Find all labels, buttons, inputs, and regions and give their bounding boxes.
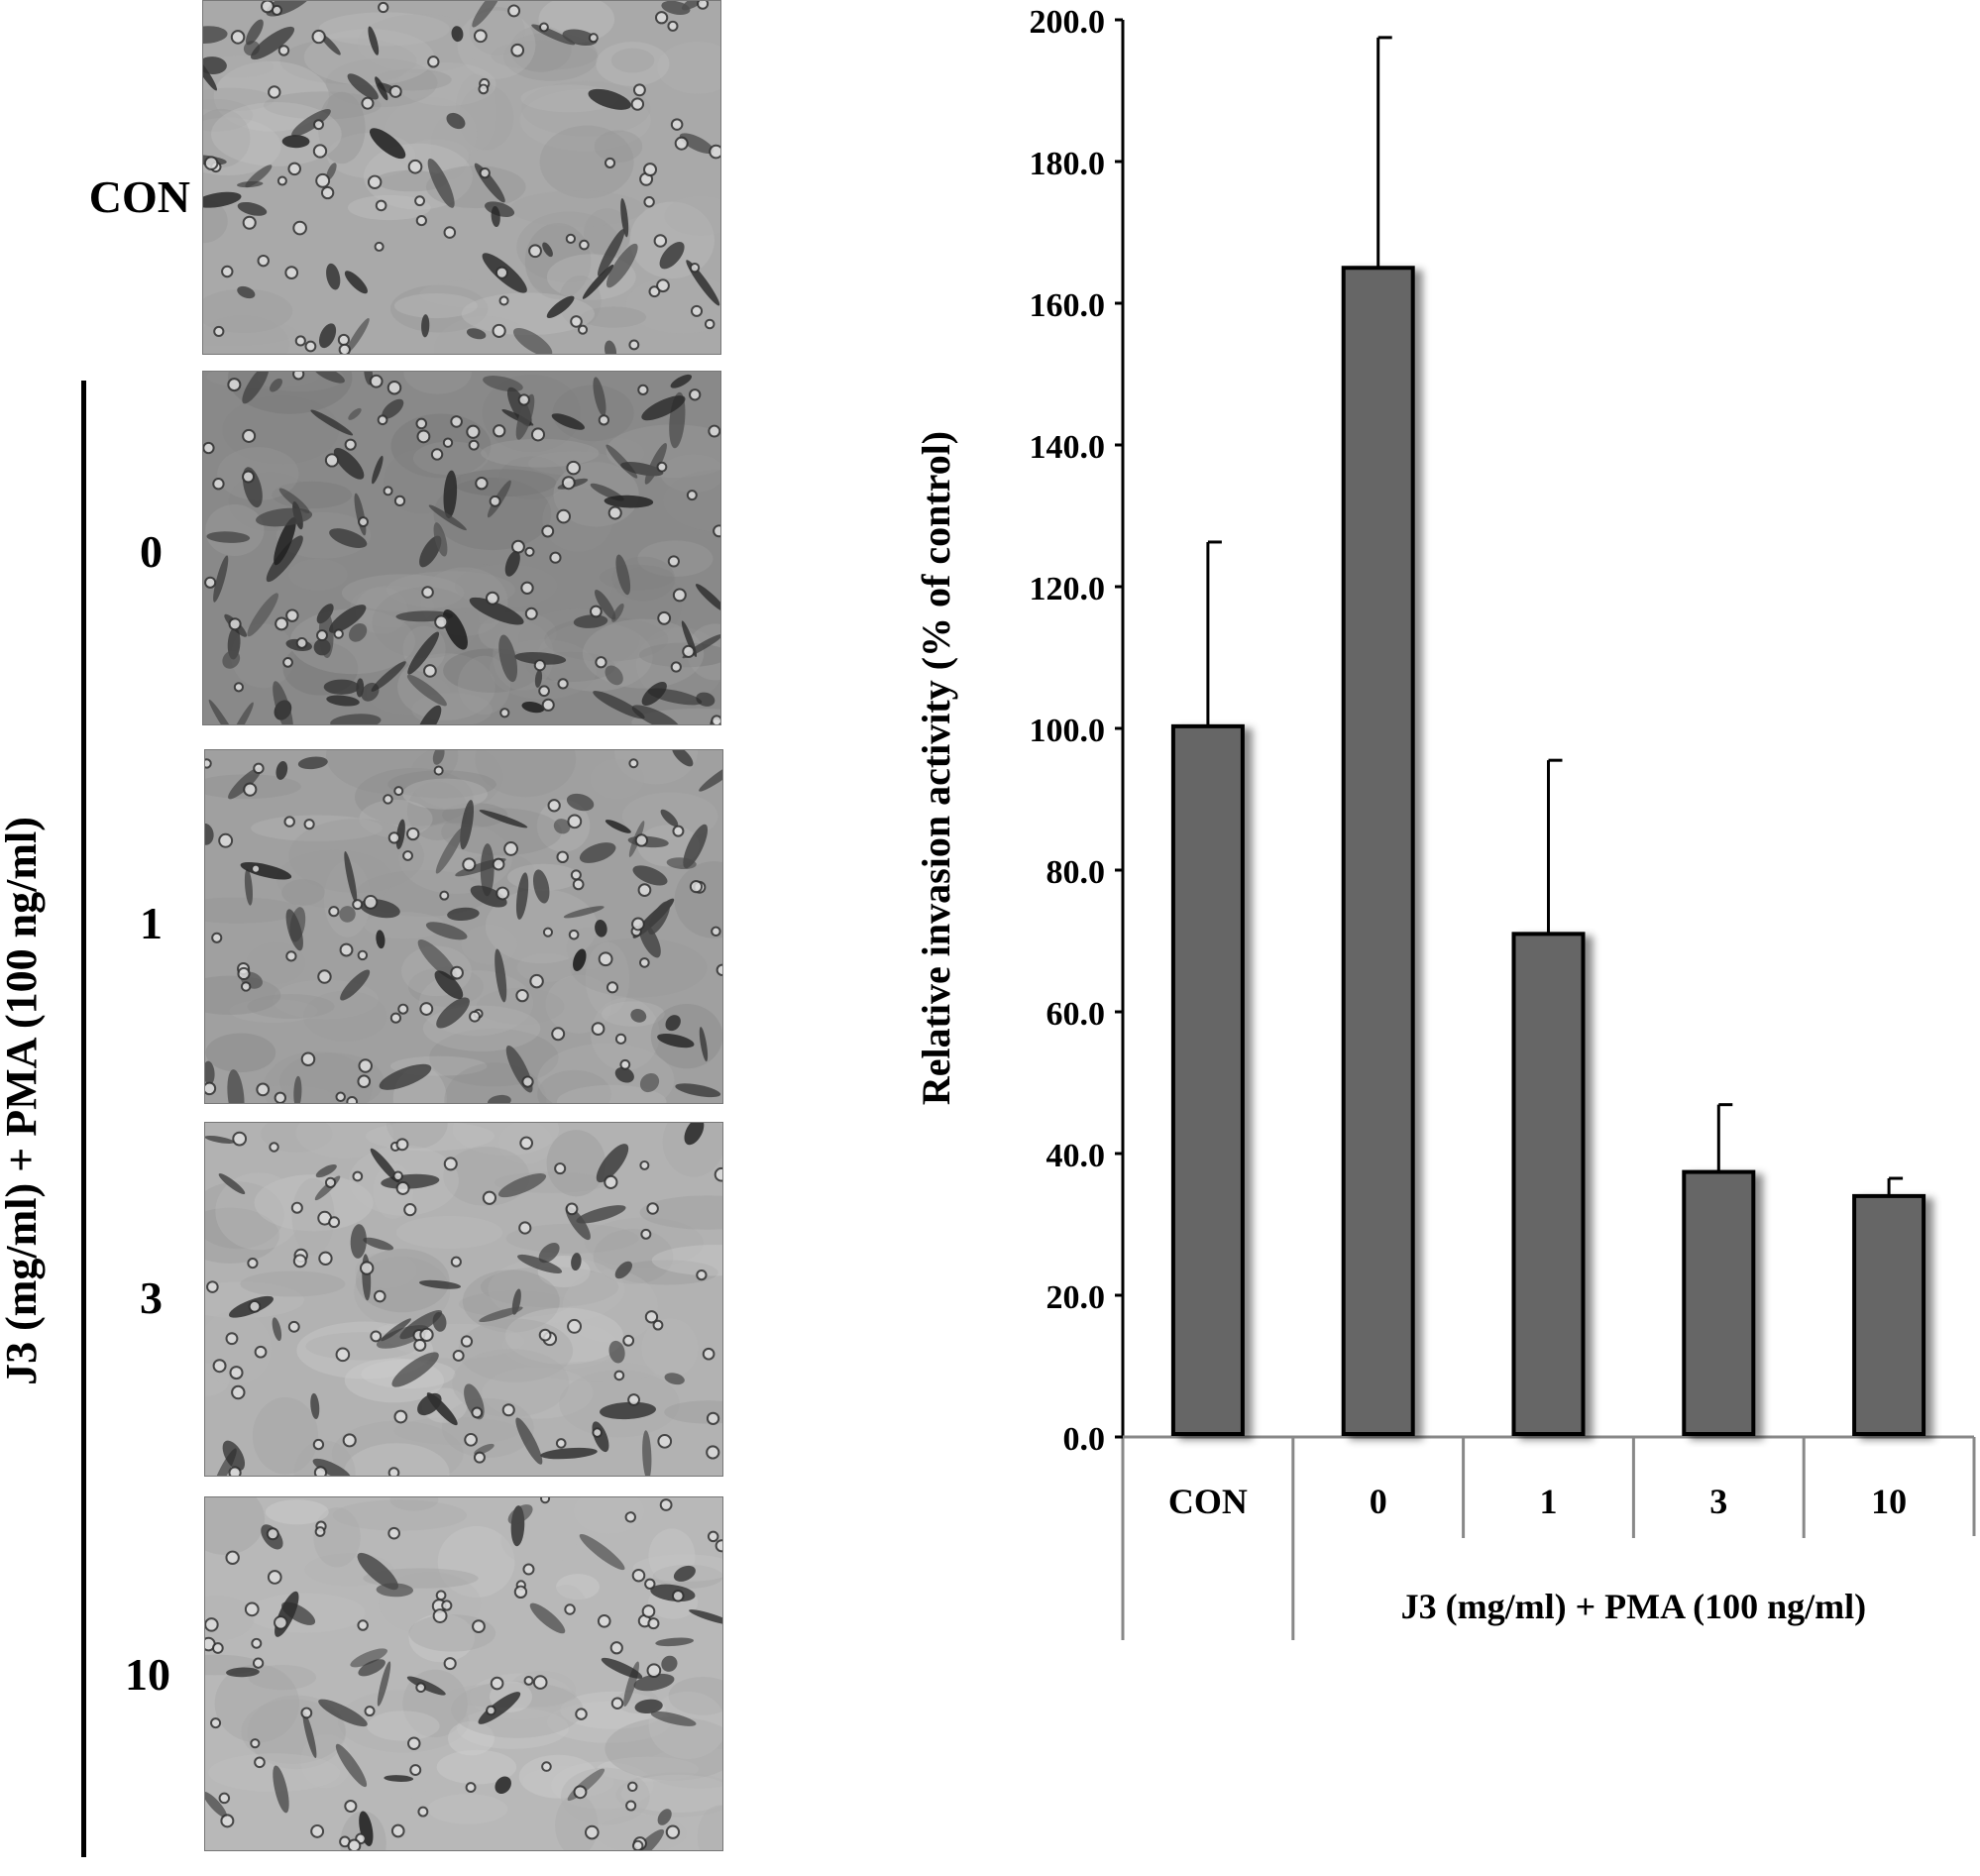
bar-0 (1341, 266, 1415, 1436)
y-tick-label: 40.0 (1046, 1138, 1106, 1174)
micrograph-3 (204, 1122, 723, 1477)
side-group-label: J3 (mg/ml) + PMA (100 ng/ml) (0, 817, 46, 1385)
y-tick-label: 80.0 (1046, 854, 1106, 891)
micrograph-1 (204, 749, 723, 1104)
category-label: 10 (1871, 1482, 1907, 1521)
bar-chart: Relative invasion activity (% of control… (914, 4, 1976, 1640)
category-label: 1 (1540, 1482, 1558, 1521)
y-axis-label: Relative invasion activity (% of control… (914, 431, 958, 1105)
y-tick-label: 100.0 (1030, 713, 1106, 749)
y-tick-label: 60.0 (1046, 996, 1106, 1033)
y-tick-label: 0.0 (1063, 1421, 1106, 1458)
panel-label-3: 3 (140, 1272, 163, 1323)
panel-label-con: CON (88, 171, 190, 222)
category-label: 0 (1370, 1482, 1387, 1521)
panel-label-0: 0 (140, 526, 163, 577)
micrograph-0 (202, 371, 721, 725)
bar-10 (1852, 1193, 1926, 1437)
category-label: CON (1168, 1482, 1248, 1521)
micrograph-con (202, 0, 721, 355)
bar-1 (1511, 932, 1586, 1436)
y-tick-label: 120.0 (1030, 571, 1106, 607)
group-label: J3 (mg/ml) + PMA (100 ng/ml) (1401, 1587, 1866, 1626)
group-bracket-line (81, 381, 86, 1857)
micrograph-10 (204, 1496, 723, 1851)
y-tick-label: 200.0 (1030, 4, 1106, 41)
panel-label-1: 1 (140, 898, 163, 948)
panel-label-10: 10 (125, 1649, 170, 1700)
y-tick-label: 160.0 (1030, 287, 1106, 324)
y-tick-label: 140.0 (1030, 429, 1106, 466)
y-tick-label: 180.0 (1030, 146, 1106, 182)
bar-3 (1682, 1169, 1756, 1436)
bar-con (1170, 723, 1245, 1436)
category-label: 3 (1709, 1482, 1727, 1521)
y-tick-label: 20.0 (1046, 1279, 1106, 1316)
